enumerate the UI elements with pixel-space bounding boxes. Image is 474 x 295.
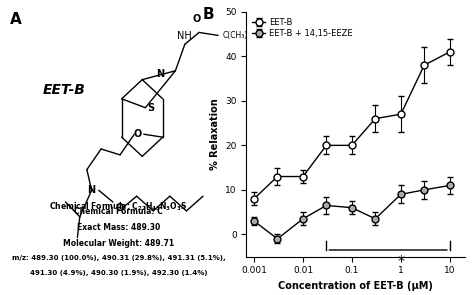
Text: *: * <box>397 254 404 268</box>
Text: O: O <box>133 129 141 139</box>
Text: N: N <box>88 185 96 195</box>
Text: 491.30 (4.9%), 490.30 (1.9%), 492.30 (1.4%): 491.30 (4.9%), 490.30 (1.9%), 492.30 (1.… <box>30 270 207 276</box>
Legend: EET-B, EET-B + 14,15-EEZE: EET-B, EET-B + 14,15-EEZE <box>251 16 354 40</box>
Text: N: N <box>156 70 164 79</box>
Text: EET-B: EET-B <box>43 83 85 96</box>
Text: O: O <box>115 203 124 213</box>
Text: Exact Mass: 489.30: Exact Mass: 489.30 <box>77 223 160 232</box>
Text: m/z: 489.30 (100.0%), 490.31 (29.8%), 491.31 (5.1%),: m/z: 489.30 (100.0%), 490.31 (29.8%), 49… <box>12 255 225 261</box>
Text: Chemical Formula: $\mathregular{C_{27}H_{43}N_{3}O_{3}S}$: Chemical Formula: $\mathregular{C_{27}H_… <box>49 201 188 213</box>
X-axis label: Concentration of EET-B (μM): Concentration of EET-B (μM) <box>278 281 433 291</box>
Text: A: A <box>9 12 21 27</box>
Y-axis label: % Relaxation: % Relaxation <box>210 98 220 170</box>
Text: Chemical Formula: C: Chemical Formula: C <box>74 206 163 216</box>
Text: O: O <box>192 14 201 24</box>
Text: C(CH₃)₃: C(CH₃)₃ <box>223 31 251 40</box>
Text: B: B <box>203 7 215 22</box>
Text: NH: NH <box>177 31 192 41</box>
Text: S: S <box>148 103 155 113</box>
Text: Molecular Weight: 489.71: Molecular Weight: 489.71 <box>63 239 174 248</box>
